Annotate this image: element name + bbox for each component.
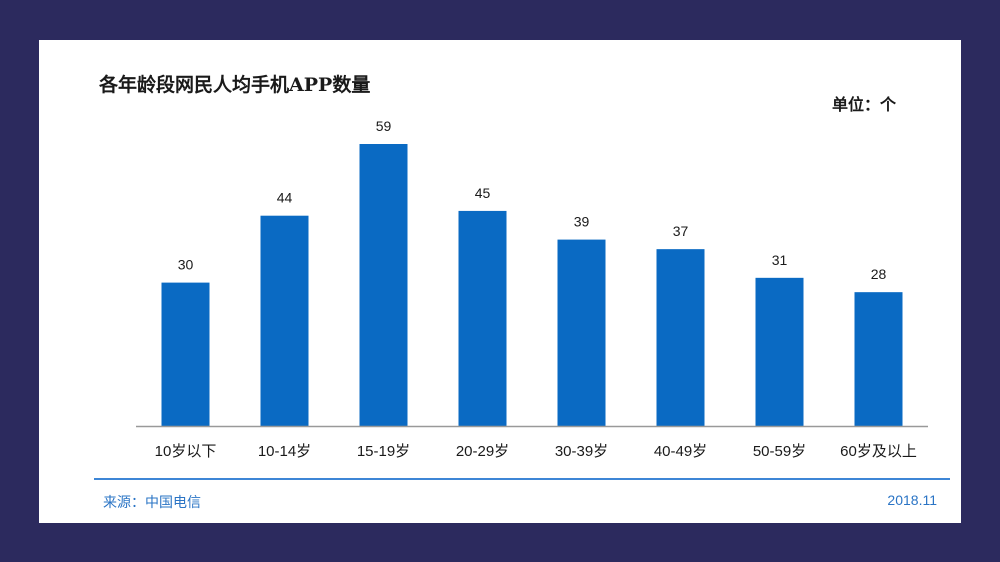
category-label-3: 20-29岁 (456, 443, 509, 460)
date-note: 2018.11 (887, 492, 937, 508)
data-label-7: 28 (871, 266, 887, 282)
data-label-1: 44 (277, 190, 293, 206)
bar-7 (854, 292, 903, 426)
data-label-2: 59 (376, 118, 392, 134)
bar-0 (161, 282, 210, 426)
data-label-0: 30 (178, 257, 194, 273)
category-label-1: 10-14岁 (258, 443, 311, 460)
data-label-6: 31 (772, 252, 788, 268)
chart-title: 各年龄段网民人均手机APP数量 (99, 74, 371, 96)
data-label-5: 37 (673, 223, 689, 239)
category-label-2: 15-19岁 (357, 443, 410, 460)
data-label-3: 45 (475, 185, 491, 201)
category-label-0: 10岁以下 (155, 443, 217, 460)
bar-4 (557, 239, 606, 426)
unit-label: 单位：个 (832, 97, 897, 114)
chart-card: 各年龄段网民人均手机APP数量 单位：个 30 10岁以下 44 10-14岁 59 15… (39, 40, 961, 523)
bar-chart: 30 10岁以下 44 10-14岁 59 15-19岁 45 20-29岁 39 30-39岁 3… (136, 118, 928, 460)
bar-3 (458, 210, 507, 426)
bar-5 (656, 249, 705, 426)
category-label-5: 40-49岁 (654, 443, 707, 460)
source-note: 来源：中国电信 (103, 494, 201, 510)
footer-divider (94, 478, 950, 480)
bar-2 (359, 144, 408, 426)
bar-6 (755, 277, 804, 426)
data-label-4: 39 (574, 214, 590, 230)
category-label-4: 30-39岁 (555, 443, 608, 460)
category-label-6: 50-59岁 (753, 443, 806, 460)
category-label-7: 60岁及以上 (840, 443, 917, 460)
bar-1 (260, 215, 309, 426)
